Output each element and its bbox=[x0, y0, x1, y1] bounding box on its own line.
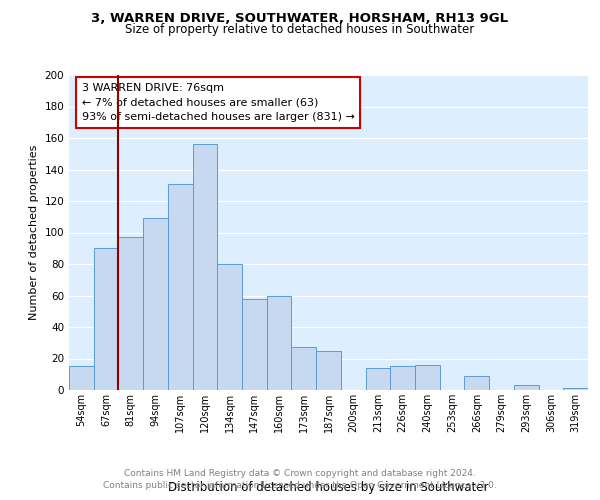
Bar bbox=[415, 365, 440, 390]
Text: 3, WARREN DRIVE, SOUTHWATER, HORSHAM, RH13 9GL: 3, WARREN DRIVE, SOUTHWATER, HORSHAM, RH… bbox=[91, 12, 509, 26]
Bar bbox=[69, 366, 94, 390]
Bar bbox=[267, 296, 292, 390]
Bar bbox=[168, 184, 193, 390]
Bar bbox=[193, 144, 217, 390]
Bar bbox=[316, 350, 341, 390]
Bar bbox=[464, 376, 489, 390]
Bar bbox=[390, 366, 415, 390]
Text: 3 WARREN DRIVE: 76sqm
← 7% of detached houses are smaller (63)
93% of semi-detac: 3 WARREN DRIVE: 76sqm ← 7% of detached h… bbox=[82, 83, 355, 122]
Bar bbox=[217, 264, 242, 390]
Bar bbox=[118, 237, 143, 390]
Text: Size of property relative to detached houses in Southwater: Size of property relative to detached ho… bbox=[125, 22, 475, 36]
Bar bbox=[242, 298, 267, 390]
Bar bbox=[94, 248, 118, 390]
Y-axis label: Number of detached properties: Number of detached properties bbox=[29, 145, 39, 320]
Text: Contains public sector information licensed under the Open Government Licence v3: Contains public sector information licen… bbox=[103, 481, 497, 490]
Bar bbox=[292, 348, 316, 390]
Bar bbox=[514, 386, 539, 390]
Text: Contains HM Land Registry data © Crown copyright and database right 2024.: Contains HM Land Registry data © Crown c… bbox=[124, 468, 476, 477]
Bar bbox=[365, 368, 390, 390]
Bar bbox=[143, 218, 168, 390]
Bar bbox=[563, 388, 588, 390]
X-axis label: Distribution of detached houses by size in Southwater: Distribution of detached houses by size … bbox=[168, 481, 489, 494]
